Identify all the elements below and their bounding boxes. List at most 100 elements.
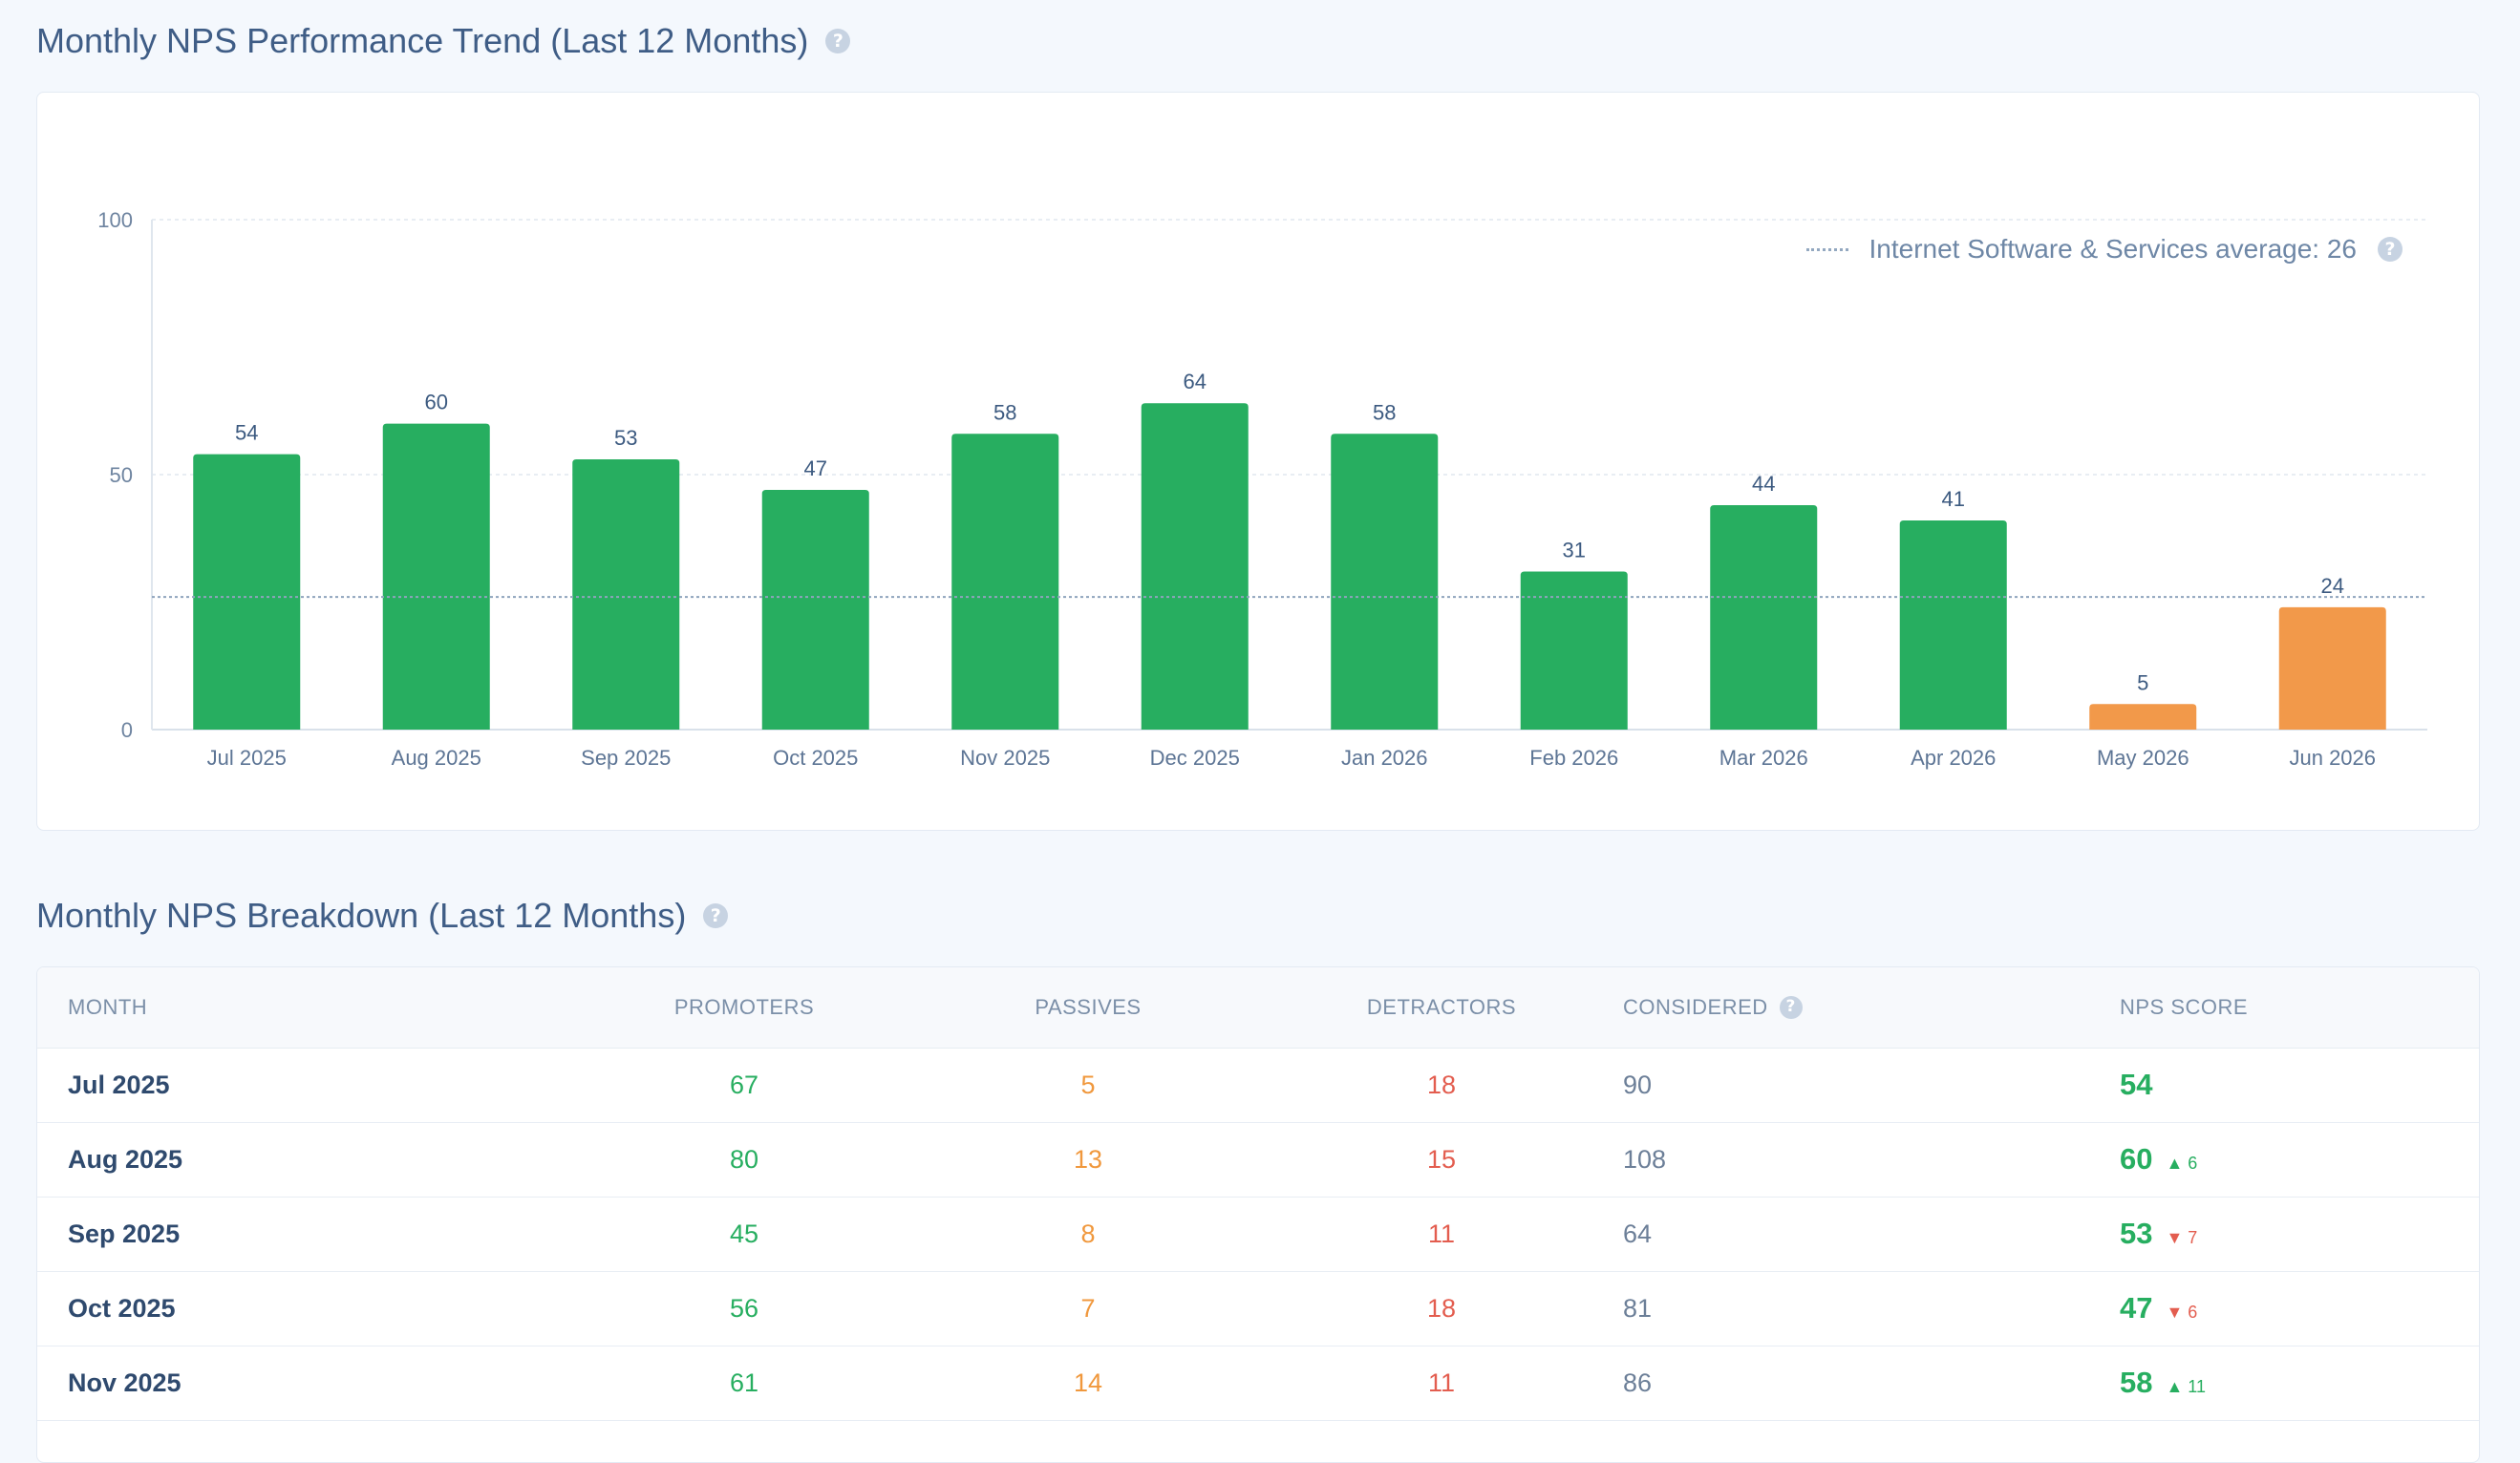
nps-delta-up: ▲ 6	[2166, 1154, 2198, 1173]
table-row[interactable]: Aug 2025 80 13 15 108 60 ▲ 6	[37, 1122, 2479, 1198]
considered-cell: 108	[1623, 1122, 2120, 1198]
breakdown-section-title: Monthly NPS Breakdown (Last 12 Months) ?	[36, 896, 729, 936]
x-tick-label: Feb 2026	[1529, 746, 1618, 770]
y-tick-label: 0	[121, 718, 133, 742]
month-cell: Jul 2025	[37, 1048, 572, 1123]
nps-score-value: 54	[2120, 1068, 2153, 1101]
data-label: 53	[614, 426, 637, 450]
month-cell: Sep 2025	[37, 1197, 572, 1272]
data-label: 44	[1752, 472, 1775, 496]
data-label: 5	[2137, 670, 2148, 694]
nps-score-cell: 54	[2120, 1048, 2479, 1123]
nps-score-cell: 53 ▼ 7	[2120, 1197, 2479, 1272]
considered-cell: 86	[1623, 1346, 2120, 1421]
help-icon[interactable]: ?	[703, 903, 729, 928]
header-nps-score[interactable]: NPS SCORE	[2120, 967, 2479, 1049]
promoters-cell: 45	[572, 1197, 916, 1272]
bar	[1141, 403, 1249, 730]
x-tick-label: Sep 2025	[581, 746, 671, 770]
bar	[2278, 606, 2386, 730]
bar	[1899, 520, 2007, 730]
table-header-row: MONTH PROMOTERS PASSIVES DETRACTORS CONS…	[37, 967, 2479, 1049]
header-promoters[interactable]: PROMOTERS	[572, 967, 916, 1049]
legend-dotted-line	[1805, 247, 1848, 251]
help-icon[interactable]: ?	[2378, 237, 2403, 262]
considered-cell: 81	[1623, 1271, 2120, 1346]
promoters-cell: 61	[572, 1346, 916, 1421]
y-tick-label: 100	[97, 208, 133, 232]
x-tick-label: Oct 2025	[773, 746, 858, 770]
detractors-cell: 15	[1260, 1122, 1623, 1198]
bar	[382, 423, 490, 730]
chart-card: 0 50 100 54 Jul 2025 60 Aug 2025 53 Sep 2025 47 Oc…	[36, 92, 2480, 831]
nps-score-cell: 60 ▲ 6	[2120, 1122, 2479, 1198]
data-label: 58	[1373, 400, 1396, 424]
bar	[1331, 434, 1439, 730]
x-tick-label: Jan 2026	[1341, 746, 1428, 770]
x-tick-label: Apr 2026	[1911, 746, 1996, 770]
promoters-cell: 56	[572, 1271, 916, 1346]
header-considered-label: CONSIDERED	[1623, 994, 1768, 1019]
bar	[572, 458, 680, 730]
chart-legend: Internet Software & Services average: 26…	[1805, 234, 2403, 265]
header-considered[interactable]: CONSIDERED ?	[1623, 967, 2120, 1049]
table-row[interactable]: Nov 2025 61 14 11 86 58 ▲ 11	[37, 1346, 2479, 1421]
bar	[193, 454, 301, 730]
passives-cell: 14	[916, 1346, 1260, 1421]
passives-cell: 7	[916, 1271, 1260, 1346]
x-tick-label: May 2026	[2097, 746, 2189, 770]
considered-cell: 90	[1623, 1048, 2120, 1123]
bar	[1520, 571, 1628, 730]
data-label: 58	[993, 400, 1016, 424]
help-icon[interactable]: ?	[1779, 995, 1803, 1019]
promoters-cell: 67	[572, 1048, 916, 1123]
help-icon[interactable]: ?	[825, 29, 851, 53]
data-label: 41	[1942, 487, 1965, 511]
data-label: 24	[2321, 574, 2344, 598]
passives-cell: 5	[916, 1048, 1260, 1123]
detractors-cell: 11	[1260, 1197, 1623, 1272]
bar	[1710, 505, 1818, 730]
nps-score-cell: 58 ▲ 11	[2120, 1346, 2479, 1421]
nps-score-value: 47	[2120, 1291, 2153, 1325]
nps-delta-down: ▼ 7	[2166, 1228, 2198, 1247]
data-label: 64	[1184, 370, 1207, 393]
header-detractors[interactable]: DETRACTORS	[1260, 967, 1623, 1049]
month-cell: Aug 2025	[37, 1122, 572, 1198]
table-row[interactable]: Sep 2025 45 8 11 64 53 ▼ 7	[37, 1197, 2479, 1272]
data-label: 31	[1563, 538, 1586, 562]
header-month[interactable]: MONTH	[37, 967, 572, 1049]
considered-cell: 64	[1623, 1197, 2120, 1272]
detractors-cell: 11	[1260, 1346, 1623, 1421]
x-tick-label: Jun 2026	[2289, 746, 2376, 770]
breakdown-title-text: Monthly NPS Breakdown (Last 12 Months)	[36, 896, 687, 935]
nps-bar-chart: 0 50 100 54 Jul 2025 60 Aug 2025 53 Sep 2025 47 Oc…	[97, 208, 2427, 770]
header-passives[interactable]: PASSIVES	[916, 967, 1260, 1049]
nps-score-cell: 47 ▼ 6	[2120, 1271, 2479, 1346]
passives-cell: 8	[916, 1197, 1260, 1272]
trend-section-title: Monthly NPS Performance Trend (Last 12 M…	[36, 21, 851, 61]
detractors-cell: 18	[1260, 1048, 1623, 1123]
y-tick-label: 50	[110, 463, 133, 487]
nps-score-value: 53	[2120, 1217, 2153, 1250]
promoters-cell: 80	[572, 1122, 916, 1198]
nps-score-value: 60	[2120, 1142, 2153, 1176]
table-row[interactable]: Jul 2025 67 5 18 90 54	[37, 1048, 2479, 1123]
trend-title-text: Monthly NPS Performance Trend (Last 12 M…	[36, 21, 809, 60]
data-label: 54	[235, 421, 258, 445]
bar	[951, 434, 1059, 730]
nps-score-value: 58	[2120, 1366, 2153, 1399]
x-tick-label: Nov 2025	[960, 746, 1050, 770]
x-tick-label: Mar 2026	[1719, 746, 1808, 770]
bar	[761, 490, 869, 730]
data-label: 47	[804, 456, 827, 480]
detractors-cell: 18	[1260, 1271, 1623, 1346]
nps-delta-up: ▲ 11	[2166, 1377, 2206, 1396]
month-cell: Oct 2025	[37, 1271, 572, 1346]
legend-label: Internet Software & Services average: 26	[1869, 234, 2358, 264]
table-row[interactable]: Oct 2025 56 7 18 81 47 ▼ 6	[37, 1271, 2479, 1346]
nps-delta-down: ▼ 6	[2166, 1303, 2198, 1322]
x-tick-label: Dec 2025	[1150, 746, 1240, 770]
month-cell: Nov 2025	[37, 1346, 572, 1421]
